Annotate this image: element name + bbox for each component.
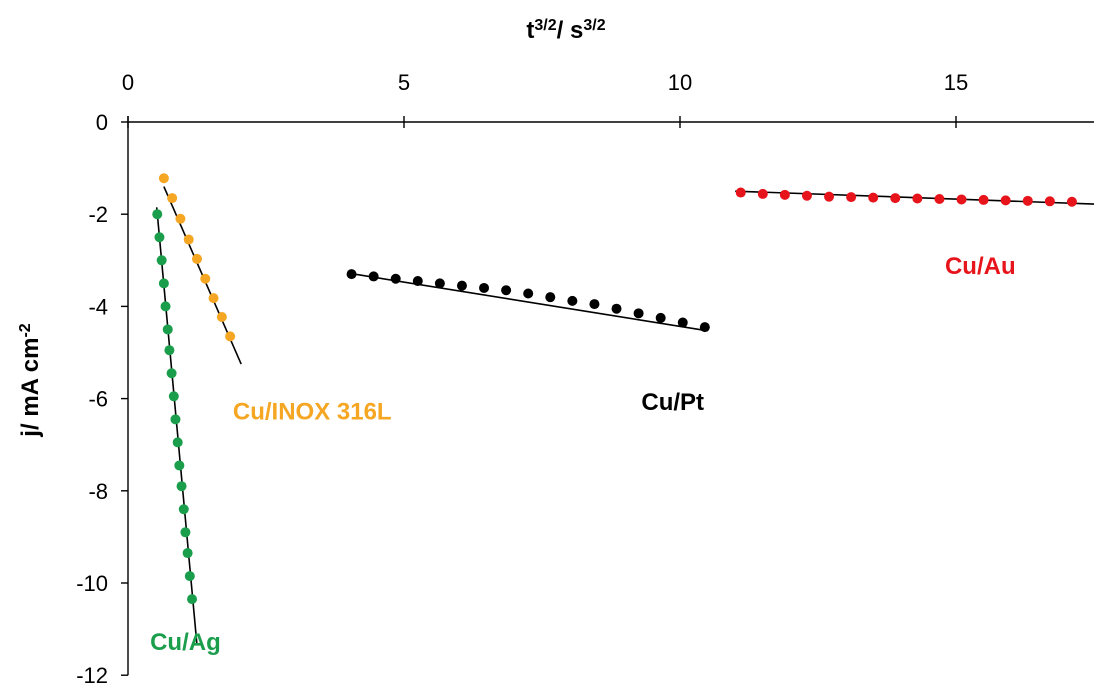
point-cu-au bbox=[978, 194, 989, 205]
point-cu-ag bbox=[174, 460, 185, 471]
point-cu-au bbox=[1066, 196, 1077, 207]
series-label-cu-pt: Cu/Pt bbox=[641, 389, 704, 416]
point-cu-pt bbox=[567, 295, 578, 306]
point-cu-ag bbox=[160, 301, 171, 312]
y-tick-label: 0 bbox=[96, 110, 108, 135]
point-cu-pt bbox=[545, 292, 556, 303]
point-cu-au bbox=[1000, 195, 1011, 206]
point-cu-ag bbox=[187, 594, 198, 605]
point-cu-pt bbox=[346, 269, 357, 280]
point-cu-au bbox=[757, 188, 768, 199]
point-cu-au bbox=[1044, 196, 1055, 207]
point-cu-pt bbox=[479, 282, 490, 293]
fit-line-cu-pt bbox=[348, 272, 708, 332]
point-cu-ag bbox=[180, 527, 191, 538]
point-cu-ag bbox=[156, 255, 167, 266]
point-cu-pt bbox=[523, 288, 534, 299]
point-cu-au bbox=[868, 192, 879, 203]
y-axis-title-main: j/ mA cm bbox=[17, 338, 44, 438]
x-tick-label: 15 bbox=[944, 70, 968, 95]
point-cu-ag bbox=[172, 437, 183, 448]
point-cu-ag bbox=[184, 571, 195, 582]
x-tick-label: 5 bbox=[398, 70, 410, 95]
point-cu-pt bbox=[699, 322, 710, 333]
x-axis-title-base2: s bbox=[570, 17, 583, 44]
point-cu-au bbox=[824, 191, 835, 202]
point-cu-pt bbox=[501, 285, 512, 296]
point-cu-inox-316l bbox=[175, 213, 186, 224]
point-cu-pt bbox=[589, 299, 600, 310]
series-labels: Cu/Ag Cu/INOX 316L Cu/Pt Cu/Au bbox=[150, 253, 1016, 656]
point-cu-inox-316l bbox=[225, 331, 236, 342]
point-cu-inox-316l bbox=[158, 173, 169, 184]
point-cu-pt bbox=[677, 317, 688, 328]
series-label-cu-ag: Cu/Ag bbox=[150, 629, 221, 656]
point-cu-au bbox=[912, 193, 923, 204]
point-cu-ag bbox=[152, 209, 163, 220]
x-tick-label: 10 bbox=[668, 70, 692, 95]
y-tick-label: -12 bbox=[76, 663, 108, 688]
point-cu-ag bbox=[170, 414, 181, 425]
x-tick-label: 0 bbox=[122, 70, 134, 95]
point-cu-ag bbox=[158, 278, 169, 289]
point-cu-ag bbox=[168, 391, 179, 402]
point-cu-au bbox=[779, 189, 790, 200]
point-cu-inox-316l bbox=[167, 193, 178, 204]
x-axis-title-base: t bbox=[526, 17, 534, 44]
point-cu-pt bbox=[390, 273, 401, 284]
point-cu-pt bbox=[412, 276, 423, 287]
y-tick-label: -6 bbox=[88, 387, 108, 412]
point-cu-inox-316l bbox=[200, 273, 211, 284]
point-cu-pt bbox=[456, 280, 467, 291]
point-cu-ag bbox=[154, 232, 165, 243]
point-cu-ag bbox=[178, 504, 189, 515]
y-axis-title-sup: -2 bbox=[17, 323, 34, 337]
y-tick-label: -4 bbox=[88, 294, 108, 319]
point-cu-pt bbox=[633, 308, 644, 319]
y-tick-label: -8 bbox=[88, 479, 108, 504]
point-cu-au bbox=[934, 193, 945, 204]
series-label-cu-au: Cu/Au bbox=[945, 253, 1016, 280]
point-cu-ag bbox=[164, 345, 175, 356]
x-axis-title: t3/2/ s3/2 bbox=[526, 17, 605, 45]
x-axis-title-exp: 3/2 bbox=[534, 17, 556, 34]
point-cu-au bbox=[890, 193, 901, 204]
point-cu-pt bbox=[655, 312, 666, 323]
point-cu-pt bbox=[434, 278, 445, 289]
point-cu-inox-316l bbox=[216, 312, 227, 323]
point-cu-pt bbox=[368, 271, 379, 282]
point-cu-inox-316l bbox=[192, 253, 202, 264]
point-cu-ag bbox=[182, 548, 193, 559]
point-cu-inox-316l bbox=[208, 293, 219, 304]
point-cu-au bbox=[956, 194, 967, 205]
point-cu-inox-316l bbox=[183, 234, 194, 245]
point-cu-au bbox=[846, 192, 857, 203]
axes: 0 5 10 15 0 -2 -4 -6 -8 -10 -12 bbox=[76, 70, 1094, 688]
point-cu-ag bbox=[162, 324, 173, 335]
data-points bbox=[152, 173, 1077, 605]
series-label-cu-inox-316l: Cu/INOX 316L bbox=[233, 398, 392, 425]
x-axis-title-sep: / bbox=[557, 17, 570, 44]
y-tick-label: -2 bbox=[88, 202, 108, 227]
point-cu-au bbox=[801, 190, 812, 201]
y-axis-title: j/ mA cm-2 bbox=[17, 323, 45, 437]
y-tick-label: -10 bbox=[76, 571, 108, 596]
point-cu-ag bbox=[166, 368, 177, 379]
point-cu-pt bbox=[611, 303, 622, 314]
point-cu-au bbox=[735, 187, 746, 198]
point-cu-ag bbox=[176, 481, 187, 492]
x-axis-title-exp2: 3/2 bbox=[583, 17, 605, 34]
point-cu-au bbox=[1022, 195, 1033, 206]
